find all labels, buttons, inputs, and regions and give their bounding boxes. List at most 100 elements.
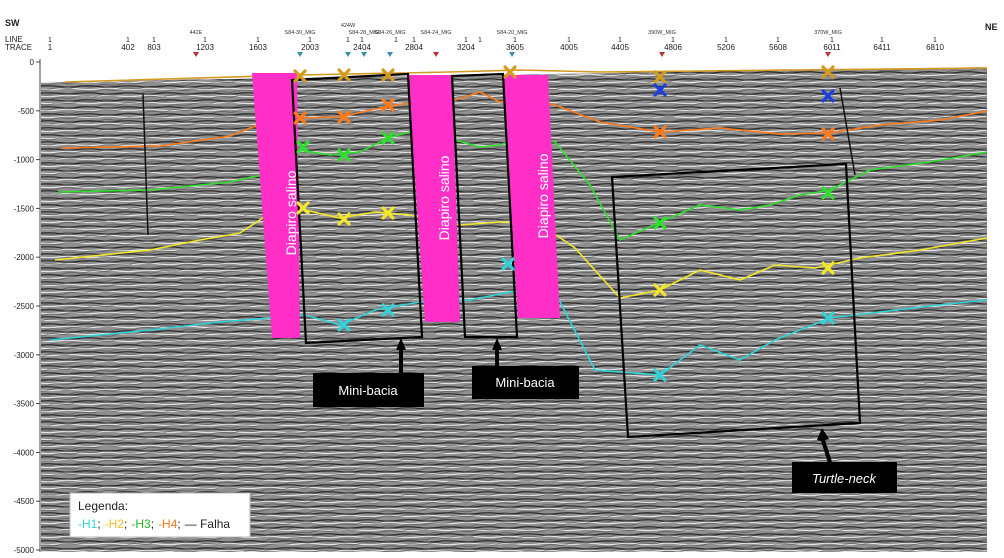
line-value: 1 [308,37,312,44]
horizon-x-marker [381,206,395,220]
y-tick-label: -1500 [14,204,35,213]
legend-title: Legenda: [78,499,128,513]
minibasin-box-2 [450,72,519,339]
horizon-markers [293,65,835,382]
tie-line-marker [825,52,831,57]
diapir-right [503,75,560,318]
line-value: 1 [618,37,622,44]
horizon-x-marker [821,89,835,103]
y-axis-ticks: 0 -500 -1000 -1500 -2000 -2500 -3000 -3500 -4000… [14,58,40,555]
legend-h4: -H4 [158,517,178,531]
horizon-x-marker [653,70,667,84]
tie-line-label: S84-26_MIG [374,30,405,36]
horizon-x-marker [337,212,351,226]
tie-line-label: 390W_MIG [648,30,676,36]
tie-line-label: 370W_MIG [814,30,842,36]
tie-line-marker [297,52,303,57]
tie-line-marker [433,52,439,57]
horizon-x-marker [821,127,835,141]
line-row-label: LINE [5,35,23,44]
tie-line-label: 442E [190,30,203,36]
fault-line-right [839,87,856,176]
line-value: 1 [360,37,364,44]
trace-value: 3605 [506,43,524,52]
diapir-label-1: Diapiro salino [283,170,299,255]
fault-line-left [142,93,149,236]
line-value: 1 [513,37,517,44]
line-value: 1 [567,37,571,44]
arrow-minibasin-2 [492,338,502,368]
legend-h1: -H1 [78,517,98,531]
horizon-x-marker [653,283,667,297]
horizon-x-marker [337,68,351,82]
ne-label: NE [985,22,998,32]
trace-value: 2404 [353,43,371,52]
horizon-x-marker [296,201,310,215]
trace-value: 1603 [249,43,267,52]
horizon-x-marker [337,148,351,162]
legend-h2: -H2 [105,517,125,531]
diapir-label-3: Diapiro salino [535,153,551,238]
legend-h3: -H3 [131,517,151,531]
trace-value: 1203 [196,43,214,52]
trace-value: 2003 [301,43,319,52]
line-value: 1 [776,37,780,44]
horizon-x-marker [653,216,667,230]
tie-line-label: S84-24_MIG [420,30,451,36]
legend-fault: — Falha [185,517,231,531]
horizon-x-marker [293,111,307,125]
horizon-x-marker [381,98,395,112]
horizon-x-marker [821,65,835,79]
line-value: 1 [933,37,937,44]
minibasin-box-1 [290,72,424,345]
trace-row: 1 402 803 1203 1603 2003 2404 2804 3204 3605 4005 4… [48,43,945,52]
tie-line-label: S84-20_MIG [496,30,527,36]
minibasin-label-2: Mini-bacia [495,375,555,390]
trace-value: 803 [147,43,161,52]
y-tick-label: -4000 [14,448,35,457]
line-value: 1 [478,37,482,44]
horizon-x-marker [501,257,515,271]
diapir-left [252,73,300,338]
trace-value: 4005 [560,43,578,52]
tie-line-label: S84-28_MIG [348,30,379,36]
tie-line-marker [387,52,393,57]
y-tick-label: 0 [30,58,35,67]
horizon-x-marker [293,69,307,83]
horizon-x-marker [821,186,835,200]
turtle-box [610,162,862,439]
tie-line-marker [345,52,351,57]
horizon-x-marker [821,311,835,325]
line-value: 1 [152,37,156,44]
sw-label: SW [5,18,20,28]
y-tick-label: -500 [18,107,35,116]
minibasin-label-box-2 [472,366,579,399]
diapir-label-2: Diapiro salino [436,155,452,240]
legend-box [69,492,251,538]
y-tick-label: -4500 [14,497,35,506]
horizon-x-marker [653,125,667,139]
trace-value: 6411 [873,43,891,52]
horizon-x-marker [381,68,395,82]
tie-line-label: 424W [341,23,356,29]
line-value: 1 [880,37,884,44]
minibasin-label-box-1 [313,373,424,407]
tie-line-label: S84-30_MIG [284,30,315,36]
tie-line-marker [509,52,515,57]
y-tick-label: -3000 [14,351,35,360]
line-row: 1 1 1 1 1 1 1 1 1 1 1 1 1 1 1 1 1 1 1 1 1 [48,37,937,44]
trace-value: 4405 [611,43,629,52]
trace-value: 6810 [926,43,944,52]
trace-value: 3204 [457,43,475,52]
trace-value: 5206 [717,43,735,52]
horizon-x-marker [381,303,395,317]
horizon-x-marker [503,65,517,79]
y-tick-label: -2500 [14,302,35,311]
line-value: 1 [346,37,350,44]
minibasin-label-1: Mini-bacia [338,383,398,398]
y-tick-label: -3500 [14,400,35,409]
horizon-x-marker [653,83,667,97]
line-value: 1 [256,37,260,44]
line-value: 1 [394,37,398,44]
